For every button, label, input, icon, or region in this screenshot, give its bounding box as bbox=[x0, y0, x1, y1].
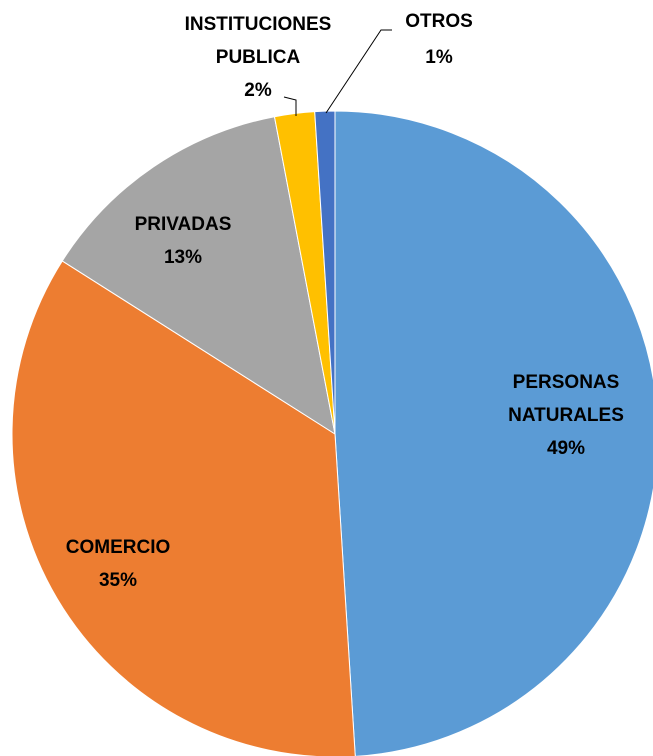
labels: PERSONAS NATURALES 49% COMERCIO 35% PRIVADAS 1… bbox=[66, 11, 624, 591]
category-label: PRIVADAS bbox=[135, 214, 232, 235]
value-label: 13% bbox=[164, 247, 202, 268]
pie-slice bbox=[314, 110, 336, 435]
value-label: 2% bbox=[244, 80, 272, 101]
category-label: OTROS bbox=[405, 11, 473, 32]
category-label: COMERCIO bbox=[66, 537, 171, 558]
pie-slice bbox=[61, 116, 336, 436]
value-label: 35% bbox=[99, 570, 137, 591]
leader-line bbox=[283, 96, 297, 116]
pie-slice bbox=[334, 110, 653, 756]
value-label: 1% bbox=[425, 47, 453, 68]
value-label: 49% bbox=[547, 438, 585, 459]
leader-line bbox=[325, 29, 392, 114]
pie-slice bbox=[11, 260, 356, 756]
pie bbox=[11, 110, 653, 756]
category-label: PERSONAS NATURALES bbox=[508, 372, 624, 426]
category-label: INSTITUCIONES PUBLICA bbox=[185, 14, 332, 68]
